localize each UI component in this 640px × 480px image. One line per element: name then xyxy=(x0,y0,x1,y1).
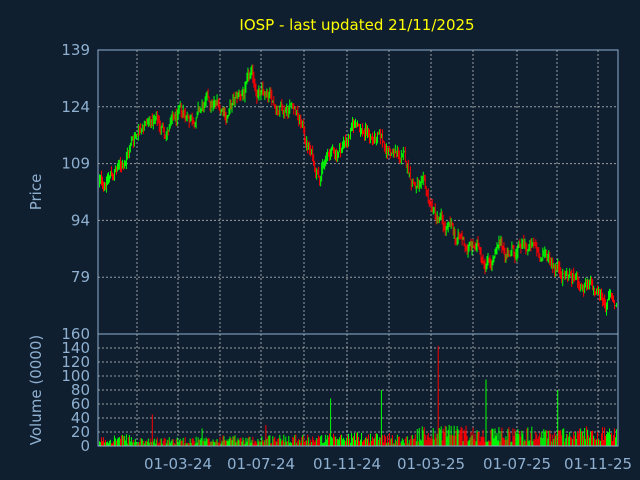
date-tick-label: 01-03-24 xyxy=(144,455,212,473)
price-tick-label: 94 xyxy=(71,211,90,229)
date-tick-label: 01-11-25 xyxy=(564,455,632,473)
volume-tick-label: 100 xyxy=(61,367,90,385)
date-tick-label: 01-11-24 xyxy=(313,455,381,473)
price-tick-label: 109 xyxy=(61,155,90,173)
price-tick-label: 139 xyxy=(61,41,90,59)
price-grid xyxy=(98,49,618,334)
volume-tick-label: 20 xyxy=(71,423,90,441)
price-tick-label: 124 xyxy=(61,98,90,116)
price-candles xyxy=(98,64,618,316)
volume-tick-label: 140 xyxy=(61,339,90,357)
volume-tick-label: 80 xyxy=(71,381,90,399)
price-y-ticks: 139 124 109 94 79 xyxy=(61,41,90,286)
volume-tick-label: 160 xyxy=(61,325,90,343)
date-tick-label: 01-03-25 xyxy=(397,455,465,473)
price-tick-label: 79 xyxy=(71,268,90,286)
volume-panel-frame xyxy=(97,333,619,447)
chart-title: IOSP - last updated 21/11/2025 xyxy=(239,16,474,34)
price-axis-label: Price xyxy=(27,174,45,211)
date-axis: 01-03-24 01-07-24 01-11-24 01-03-25 01-07-25… xyxy=(144,455,632,473)
date-tick-label: 01-07-25 xyxy=(483,455,551,473)
volume-grid xyxy=(98,334,618,447)
volume-tick-label: 60 xyxy=(71,395,90,413)
price-panel-frame xyxy=(97,49,619,335)
volume-tick-label: 40 xyxy=(71,409,90,427)
date-tick-label: 01-07-24 xyxy=(227,455,295,473)
volume-bars xyxy=(98,345,618,446)
volume-tick-label: 120 xyxy=(61,353,90,371)
volume-axis-label: Volume (0000) xyxy=(27,335,45,445)
volume-tick-label: 0 xyxy=(80,437,90,455)
